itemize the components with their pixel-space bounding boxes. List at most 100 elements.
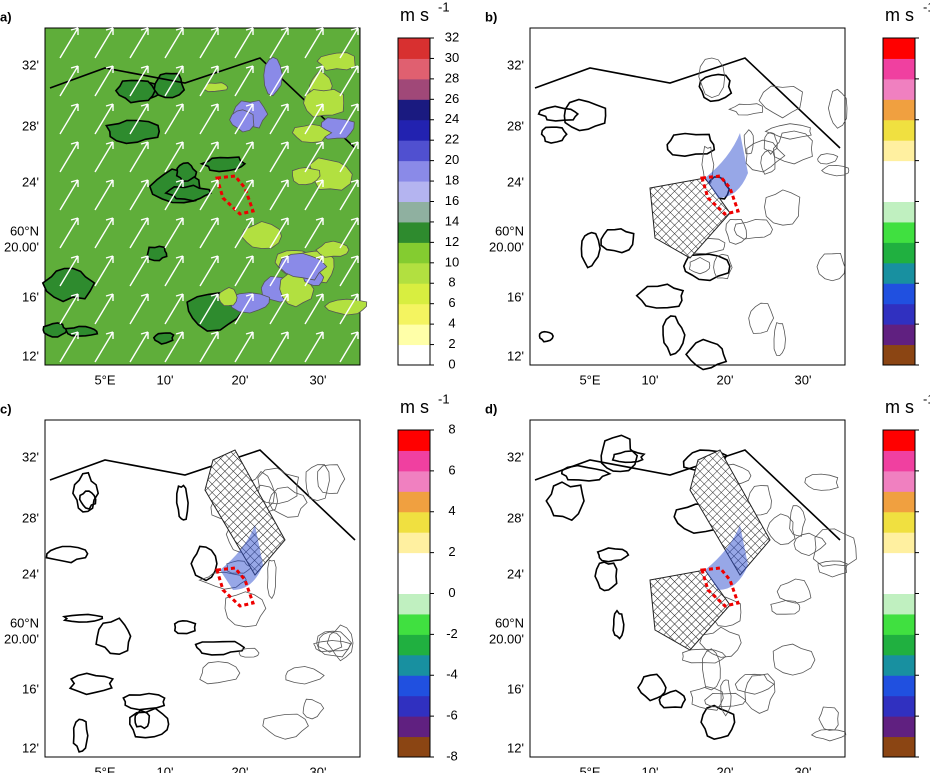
wind-arrow (234, 65, 254, 97)
colorbar-tick-label: 18 (445, 173, 459, 188)
contour (689, 686, 724, 711)
coastline (173, 619, 197, 635)
lat-label: 16' (507, 681, 524, 696)
colorbar-swatch (398, 511, 430, 533)
wind-arrow (304, 255, 324, 287)
wind-arrow (269, 65, 289, 97)
wind-arrow (199, 331, 219, 363)
colorbar-swatch (398, 303, 430, 325)
wind-arrow (339, 65, 359, 97)
wind-arrow (304, 141, 324, 173)
map-panel: 32'28'24'60°N20.00'16'12'5°E10'20'30'-8-… (489, 0, 930, 387)
colorbar-swatch (883, 262, 915, 284)
contour (713, 253, 733, 280)
contour (316, 52, 356, 71)
colorbar-swatch (883, 58, 915, 80)
wind-arrow (164, 103, 184, 135)
colorbar-swatch (883, 593, 915, 615)
contour (821, 164, 850, 177)
contour (810, 729, 847, 742)
contour (720, 679, 732, 717)
contour (793, 532, 827, 557)
coastline (682, 253, 731, 282)
wind-arrow (269, 141, 289, 173)
wind-arrow (304, 179, 324, 211)
colorbar-tick-label: 6 (448, 462, 455, 477)
wind-arrow (304, 293, 324, 325)
contour (256, 467, 299, 505)
coastline (658, 689, 687, 709)
wind-arrow (339, 27, 359, 59)
wake-shading (705, 525, 748, 590)
wind-arrow (269, 27, 289, 59)
colorbar-swatch (883, 140, 915, 162)
lat-label: 60°N (10, 223, 39, 238)
wind-arrow (94, 331, 114, 363)
colorbar-swatch (398, 221, 430, 243)
wind-arrow (59, 179, 79, 211)
lat-label: 60°N (495, 615, 524, 630)
coastline (190, 545, 218, 582)
lon-label: 30' (310, 764, 327, 773)
wind-arrow (304, 27, 324, 59)
colorbar-tick-label: 8 (448, 421, 455, 436)
lat-label: 28' (22, 118, 39, 133)
colorbar-swatch (883, 695, 915, 717)
colorbar-swatch (883, 450, 915, 472)
contour (263, 56, 283, 97)
map-panel: 32'28'24'60°N20.00'16'12'5°E 10' 20' 30'024… (4, 0, 459, 387)
coastline (540, 126, 568, 144)
coastline (698, 73, 733, 103)
wind-arrow (304, 331, 324, 363)
lat-label: 32' (22, 449, 39, 464)
wind-arrow (164, 27, 184, 59)
contour (698, 57, 726, 99)
contour (268, 486, 308, 518)
lon-label: 20' (232, 764, 249, 773)
colorbar-swatch (398, 262, 430, 284)
wind-arrow (199, 27, 219, 59)
coastline (95, 617, 132, 656)
coastline (128, 707, 170, 739)
coastline (700, 704, 736, 740)
contour (682, 648, 727, 664)
coastline (600, 227, 635, 254)
colorbar-tick-label: 2 (448, 544, 455, 559)
wind-arrow (59, 293, 79, 325)
wind-arrow (339, 141, 359, 173)
colorbar-unit: m s (400, 5, 429, 25)
colorbar-swatch (398, 634, 430, 656)
wind-arrow (269, 293, 289, 325)
wind-arrow (199, 141, 219, 173)
wind-arrow (129, 27, 149, 59)
colorbar-swatch (398, 58, 430, 80)
colorbar-swatch (883, 303, 915, 325)
coastline (49, 57, 356, 149)
lat-label: 28' (22, 510, 39, 525)
wind-arrow (94, 103, 114, 135)
panel-label: d) (485, 401, 497, 416)
coastline (596, 547, 630, 563)
contour (725, 218, 748, 245)
contour (776, 578, 812, 604)
wind-arrow (339, 103, 359, 135)
contour (817, 560, 848, 578)
wind-arrow (164, 331, 184, 363)
contour (224, 591, 267, 628)
contour (317, 631, 343, 653)
colorbar-swatch (398, 324, 430, 346)
lat-label: 16' (22, 681, 39, 696)
coastline (662, 315, 686, 356)
contour (766, 513, 796, 546)
colorbar-swatch (883, 78, 915, 100)
wind-arrow (164, 141, 184, 173)
coastline (68, 672, 115, 696)
colorbar-swatch (883, 119, 915, 141)
lat-label: 60°N (495, 223, 524, 238)
wind-arrow (339, 217, 359, 249)
contour (315, 240, 350, 258)
lat-label: 24' (22, 174, 39, 189)
colorbar-tick-label: 30 (445, 50, 459, 65)
colorbar-tick-label: 6 (448, 295, 455, 310)
